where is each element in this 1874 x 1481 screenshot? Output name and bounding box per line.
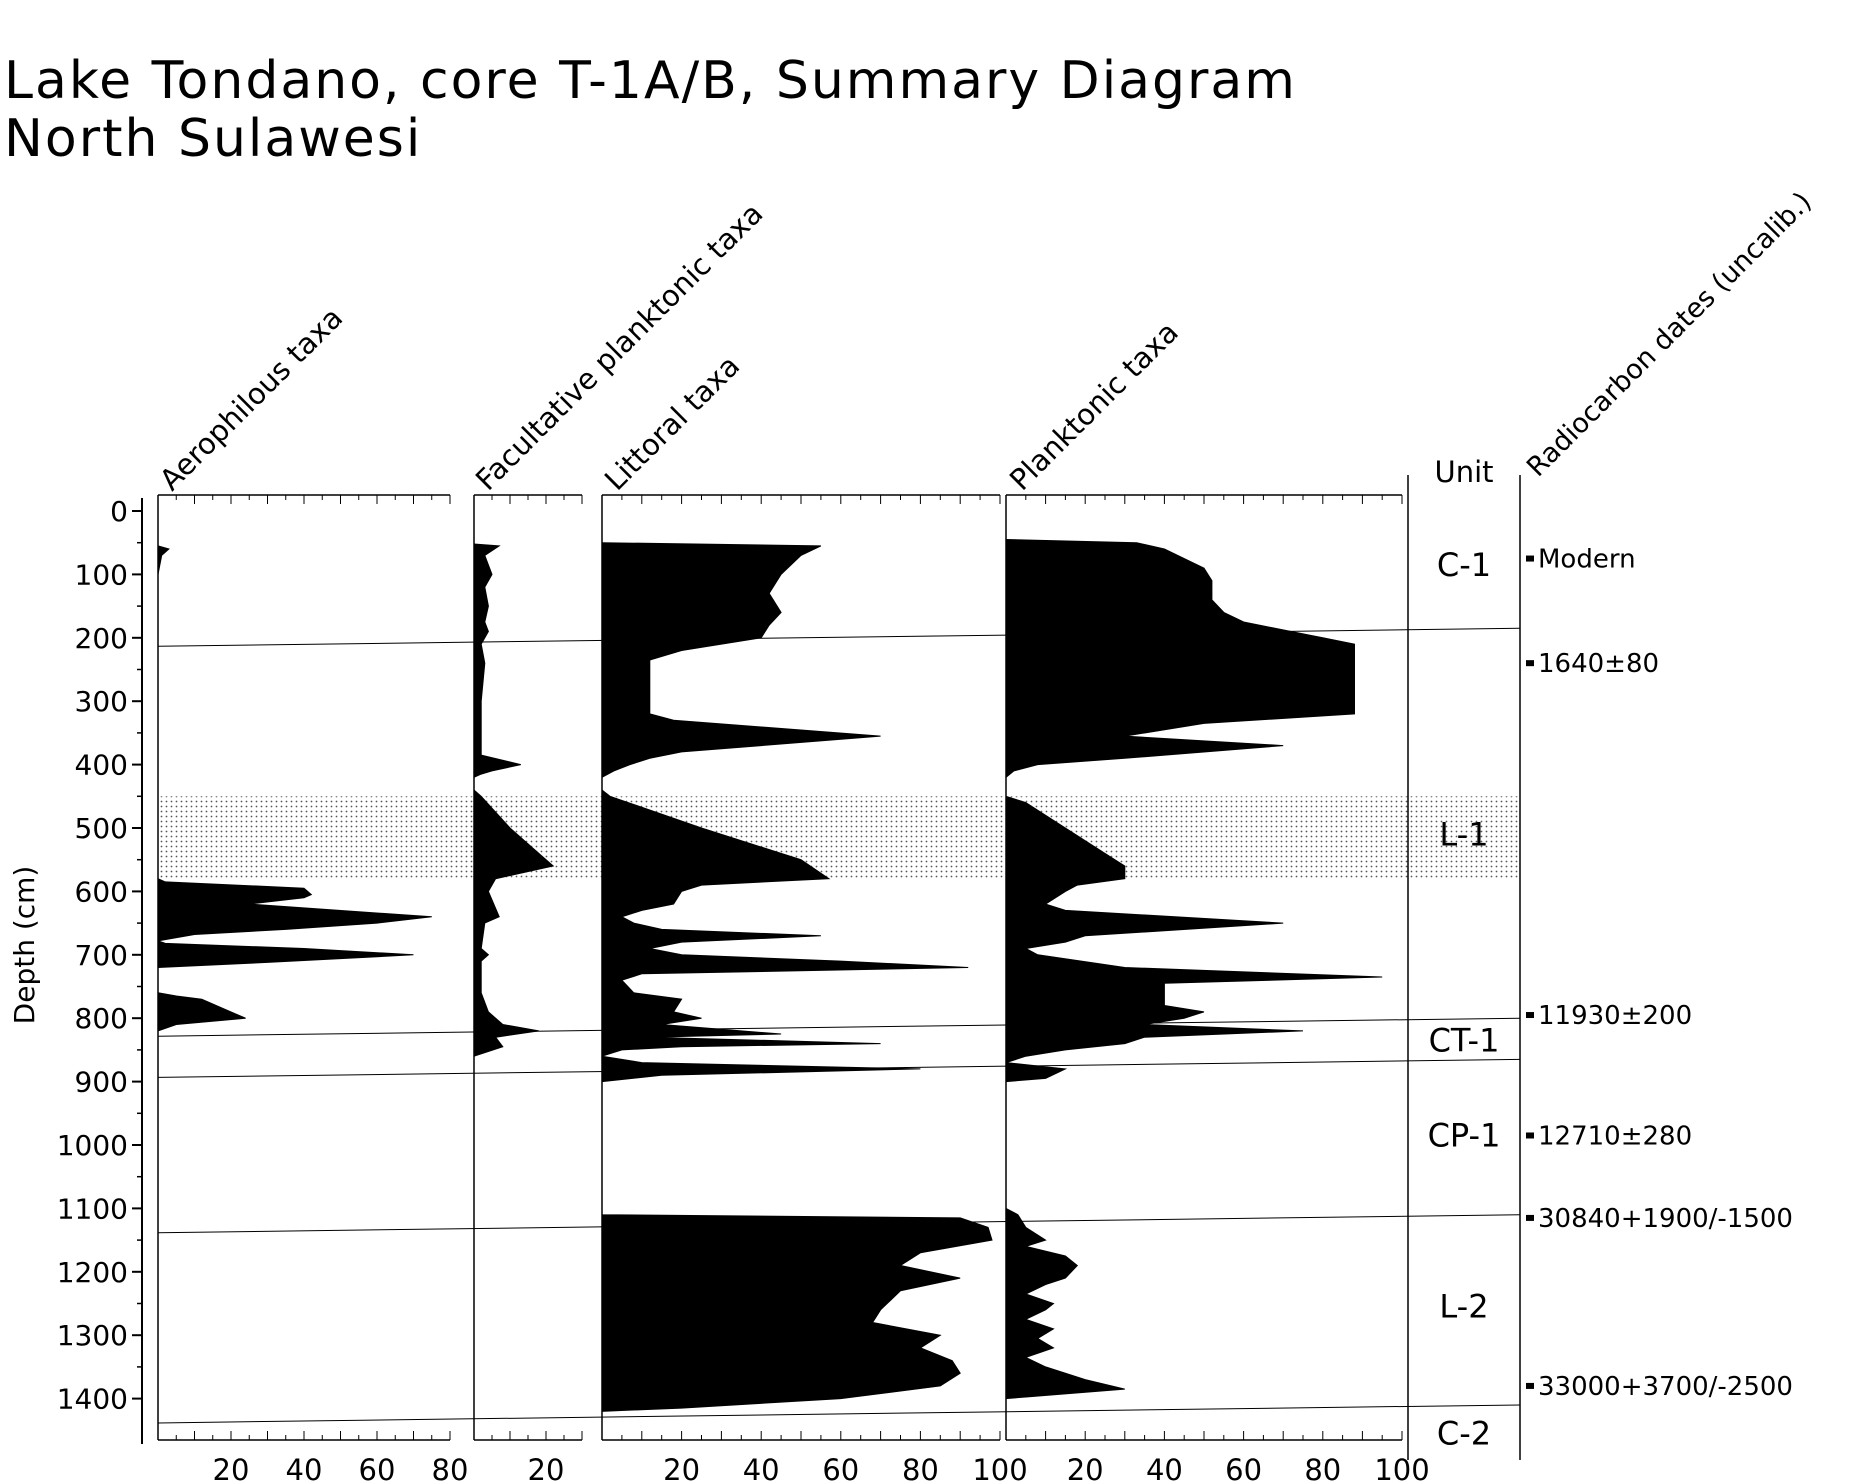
unit-boundary-865 xyxy=(157,1058,1521,1078)
x-tick-label-1-20: 20 xyxy=(213,1453,250,1481)
depth-tick-label-1400: 1400 xyxy=(57,1383,128,1416)
date-label: 33000+3700/-2500 xyxy=(1538,1372,1793,1402)
date-label: 30840+1900/-1500 xyxy=(1538,1204,1793,1234)
date-marker xyxy=(1526,1132,1534,1139)
depth-tick-label-200: 200 xyxy=(75,622,128,655)
depth-tick-label-700: 700 xyxy=(75,939,128,972)
series-header-3: Littoral taxa xyxy=(598,349,746,497)
depth-axis-label: Depth (cm) xyxy=(8,866,41,1025)
panel-3: 20 40 60 80 100 Littoral taxa xyxy=(598,349,1028,1481)
date-label: Modern xyxy=(1538,545,1636,575)
unit-boundary-1410 xyxy=(157,1404,1521,1424)
series-profile-2 xyxy=(473,543,555,1057)
date-label: 1640±80 xyxy=(1538,649,1659,679)
date-marker xyxy=(1526,660,1534,667)
series-header-1: Aerophilous taxa xyxy=(153,301,349,497)
depth-tick-label-1000: 1000 xyxy=(57,1129,128,1162)
x-tick-label-1-60: 60 xyxy=(359,1453,396,1481)
unit-boundary-1110 xyxy=(157,1214,1521,1234)
series-profile-3 xyxy=(601,542,993,1412)
x-tick-label-3-80: 80 xyxy=(902,1453,939,1481)
date-marker xyxy=(1526,555,1534,562)
date-label: 11930±200 xyxy=(1538,1001,1692,1031)
x-tick-label-1-80: 80 xyxy=(432,1453,469,1481)
depth-tick-label-600: 600 xyxy=(75,875,128,908)
unit-label-L-2: L-2 xyxy=(1439,1288,1488,1326)
unit-column-header: Unit xyxy=(1434,455,1493,489)
x-tick-label-4-40: 40 xyxy=(1146,1453,1183,1481)
x-tick-label-4-60: 60 xyxy=(1225,1453,1262,1481)
panel-1: 20 40 60 80 Aerophilous taxa xyxy=(153,301,469,1481)
x-tick-label-4-80: 80 xyxy=(1304,1453,1341,1481)
unit-label-CP-1: CP-1 xyxy=(1428,1116,1501,1154)
x-tick-label-3-100: 100 xyxy=(972,1453,1027,1481)
chart-title-line1: Lake Tondano, core T-1A/B, Summary Diagr… xyxy=(4,51,1297,111)
x-tick-label-1-40: 40 xyxy=(286,1453,323,1481)
x-tick-label-3-20: 20 xyxy=(663,1453,700,1481)
depth-tick-label-500: 500 xyxy=(75,812,128,845)
depth-tick-label-100: 100 xyxy=(75,558,128,591)
chart-title-line2: North Sulawesi xyxy=(4,109,423,169)
unit-label-C-1: C-1 xyxy=(1437,546,1491,584)
depth-tick-label-300: 300 xyxy=(75,685,128,718)
series-profile-4 xyxy=(1005,538,1383,1400)
dates-header: Radiocarbon dates (uncalib.) xyxy=(1521,186,1818,483)
x-tick-label-4-20: 20 xyxy=(1067,1453,1104,1481)
depth-tick-label-400: 400 xyxy=(75,749,128,782)
x-tick-label-3-60: 60 xyxy=(822,1453,859,1481)
x-tick-label-3-40: 40 xyxy=(743,1453,780,1481)
depth-tick-label-1300: 1300 xyxy=(57,1319,128,1352)
unit-label-L-1: L-1 xyxy=(1439,815,1488,853)
unit-boundary-800 xyxy=(157,1017,1521,1037)
depth-tick-label-800: 800 xyxy=(75,1002,128,1035)
unit-label-CT-1: CT-1 xyxy=(1429,1021,1500,1059)
depth-tick-label-0: 0 xyxy=(110,495,128,528)
date-marker xyxy=(1526,1214,1534,1221)
chart-title: Lake Tondano, core T-1A/B, Summary Diagr… xyxy=(4,52,1297,168)
date-marker xyxy=(1526,1382,1534,1389)
unit-label-C-2: C-2 xyxy=(1437,1414,1491,1452)
depth-tick-label-900: 900 xyxy=(75,1066,128,1099)
depth-tick-label-1200: 1200 xyxy=(57,1256,128,1289)
date-label: 12710±280 xyxy=(1538,1121,1692,1151)
series-header-4: Planktonic taxa xyxy=(1003,315,1185,497)
x-tick-label-2-20: 20 xyxy=(528,1453,565,1481)
unit-boundary-185 xyxy=(157,627,1521,647)
x-tick-label-4-100: 100 xyxy=(1374,1453,1429,1481)
series-profile-1 xyxy=(157,545,432,1032)
panel-4: 20 40 60 80 100 Planktonic taxa xyxy=(1003,315,1430,1481)
date-marker xyxy=(1526,1012,1534,1019)
shaded-interval-band xyxy=(160,796,1520,879)
depth-tick-label-1100: 1100 xyxy=(57,1192,128,1225)
